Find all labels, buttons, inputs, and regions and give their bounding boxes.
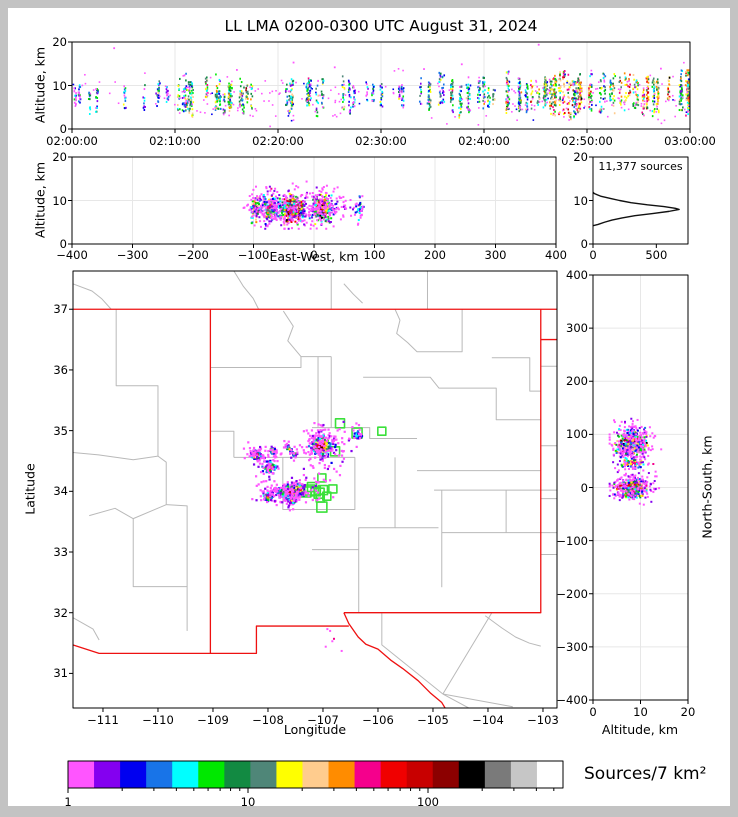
map-longitude-tick: −105: [417, 713, 449, 727]
map-longitude-tick: −108: [252, 713, 284, 727]
histogram-alt-tick: 0: [580, 237, 588, 251]
figure-title: LL LMA 0200-0300 UTC August 31, 2024: [224, 17, 538, 35]
time-axis-tick: 02:50:00: [561, 134, 613, 148]
ew-axis-tick: −400: [56, 248, 88, 262]
ew-height-xlabel: East-West, km: [269, 249, 359, 264]
time-axis-tick: 02:20:00: [252, 134, 304, 148]
ns-height-ylabel: North-South, km: [699, 435, 715, 539]
map-longitude-tick: −106: [362, 713, 394, 727]
ns-alt-tick: 20: [680, 705, 696, 719]
colorbar-tick: 10: [240, 795, 256, 809]
ns-distance-tick: 100: [566, 427, 588, 442]
map-latitude-tick: 31: [53, 666, 68, 681]
ns-alt-tick: 0: [589, 705, 597, 719]
ew-axis-tick: −200: [177, 248, 209, 262]
ew-axis-tick: 200: [424, 248, 446, 262]
histogram-count-tick: 0: [589, 248, 597, 262]
map-latitude-tick: 34: [53, 484, 68, 499]
ns-distance-tick: 300: [566, 321, 588, 336]
ns-alt-tick: 10: [633, 705, 648, 719]
ew-axis-tick: 300: [484, 248, 507, 262]
time-axis-tick: 03:00:00: [664, 134, 716, 148]
time-height-alt-tick: 0: [59, 122, 67, 136]
histogram-alt-tick: 10: [573, 193, 588, 208]
histogram-alt-tick: 20: [573, 150, 588, 164]
ns-distance-tick: 400: [566, 268, 588, 282]
histogram-sources-annotation: 11,377 sources: [598, 160, 683, 173]
ns-distance-tick: 200: [566, 374, 588, 389]
colorbar-label: Sources/7 km²: [584, 764, 707, 784]
map-latitude-tick: 37: [53, 302, 68, 317]
map-xlabel: Longitude: [283, 722, 347, 737]
colorbar-tick: 1: [64, 795, 72, 809]
ew-axis-tick: 100: [363, 248, 386, 262]
ew-axis-tick: 400: [545, 248, 567, 262]
ew-axis-tick: −100: [237, 248, 270, 262]
ns-distance-tick: −100: [556, 533, 588, 548]
time-axis-tick: 02:30:00: [355, 134, 407, 148]
ns-distance-tick: −200: [556, 586, 588, 601]
ew-height-alt-tick: 0: [59, 237, 67, 251]
ns-distance-tick: −300: [556, 639, 588, 654]
histogram-count-tick: 500: [645, 248, 668, 262]
time-height-alt-tick: 10: [52, 78, 67, 93]
map-latitude-tick: 33: [53, 545, 68, 559]
map-longitude-tick: −111: [87, 713, 119, 727]
ns-distance-tick: −400: [556, 693, 588, 707]
map-latitude-tick: 36: [53, 362, 68, 377]
colorbar-tick: 100: [417, 795, 439, 809]
map-longitude-tick: −110: [142, 713, 174, 727]
map-longitude-tick: −107: [307, 713, 339, 727]
time-axis-tick: 02:10:00: [149, 134, 201, 148]
map-longitude-tick: −103: [527, 713, 559, 727]
ew-axis-tick: 0: [310, 248, 318, 262]
time-axis-tick: 02:00:00: [46, 134, 98, 148]
ns-distance-tick: 0: [580, 480, 588, 495]
ew-axis-tick: −300: [116, 248, 149, 262]
time-height-alt-tick: 20: [52, 35, 67, 49]
map-longitude-tick: −109: [197, 713, 229, 727]
map-latitude-tick: 32: [53, 605, 68, 620]
time-axis-tick: 02:40:00: [458, 134, 510, 148]
map-latitude-tick: 35: [53, 423, 68, 438]
ew-height-alt-tick: 10: [52, 193, 67, 208]
map-longitude-tick: −104: [472, 713, 504, 727]
ew-height-alt-tick: 20: [52, 150, 67, 164]
ns-height-xlabel: Altitude, km: [601, 722, 679, 737]
